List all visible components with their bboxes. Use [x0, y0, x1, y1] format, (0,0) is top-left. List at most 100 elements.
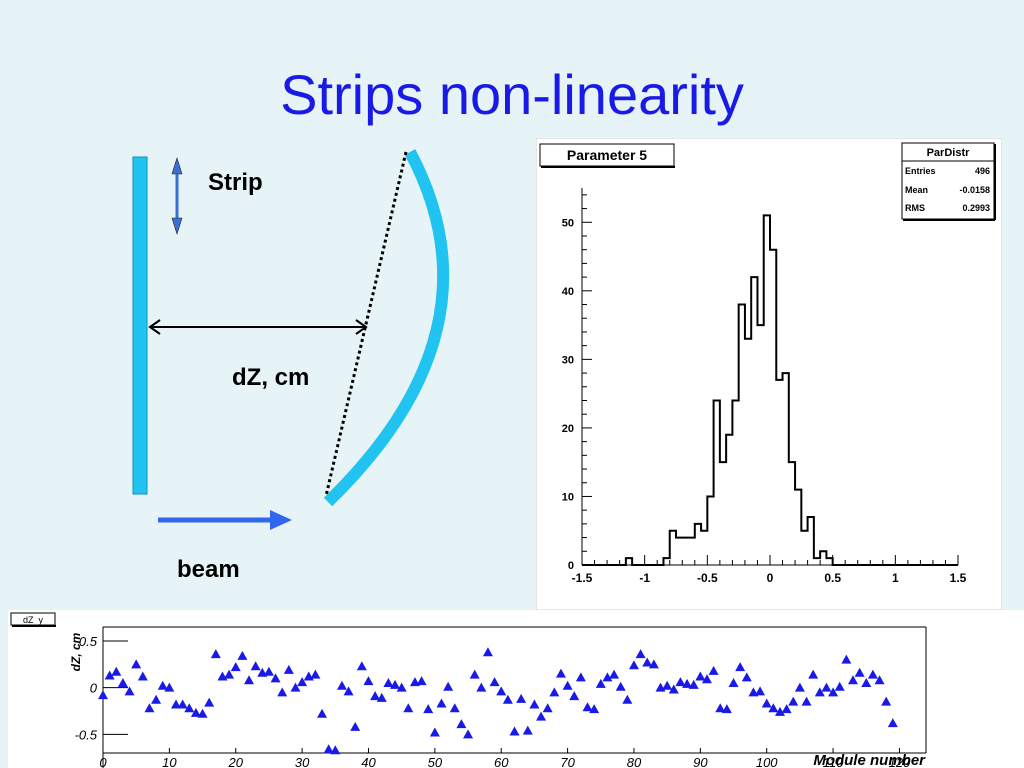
histogram-xtick-label: 0.5 [824, 571, 841, 585]
scatter-xtick-label: 90 [693, 755, 708, 768]
histogram-x-axis: -1.5 -1 -0.5 0 0.5 1 1.5 [572, 555, 967, 585]
scatter-xtick-label: 100 [756, 755, 778, 768]
histogram-chart: Parameter 5 ParDistr Entries 496 Mean -0… [536, 138, 1002, 610]
scatter-point [502, 694, 513, 704]
scatter-point [443, 681, 454, 691]
histogram-xtick-label: 1.5 [950, 571, 967, 585]
stats-name: ParDistr [927, 147, 971, 159]
scatter-point [708, 665, 719, 675]
scatter-point [283, 664, 294, 674]
scatter-point [867, 669, 878, 679]
scatter-point [330, 745, 341, 755]
geometry-diagram [132, 149, 450, 530]
scatter-point [482, 647, 493, 657]
scatter-point [794, 682, 805, 692]
stats-box: ParDistr Entries 496 Mean -0.0158 RMS 0.… [901, 142, 996, 221]
scatter-point [184, 703, 195, 713]
scatter-point [741, 672, 752, 682]
scatter-point [171, 699, 182, 709]
scatter-point [529, 699, 540, 709]
scatter-point [688, 679, 699, 689]
scatter-point [874, 675, 885, 685]
scatter-point [151, 694, 162, 704]
scatter-point [841, 654, 852, 664]
scatter-point [589, 704, 600, 714]
scatter-point [117, 678, 128, 687]
curved-detector [323, 149, 450, 507]
scatter-point [788, 696, 799, 706]
scatter-point [887, 718, 898, 728]
scatter-point [695, 671, 706, 681]
histogram-xtick-label: -1.5 [572, 571, 593, 585]
scatter-point [768, 703, 779, 713]
scatter-point [801, 696, 812, 706]
scatter-point [562, 680, 573, 690]
scatter-xtick-label: 80 [627, 755, 642, 768]
scatter-xtick-label: 10 [162, 755, 177, 768]
scatter-y-axis: 0.5 0 -0.5 [75, 634, 128, 742]
scatter-point [98, 690, 108, 700]
stats-label-entries: Entries [905, 166, 936, 176]
scatter-point [250, 661, 261, 671]
scatter-point [847, 675, 858, 685]
scatter-point [277, 687, 288, 697]
scatter-point [383, 678, 394, 687]
scatter-point [682, 678, 693, 688]
histogram-y-axis: 0 10 20 30 40 50 [562, 194, 592, 572]
scatter-point [522, 725, 533, 735]
scatter-point [476, 682, 487, 692]
beam-label: beam [177, 556, 240, 583]
scatter-point [834, 681, 845, 691]
scatter-point [628, 660, 639, 670]
scatter-point [137, 671, 148, 681]
scatter-point [728, 678, 739, 687]
scatter-point [615, 681, 626, 691]
scatter-point [356, 661, 367, 671]
scatter-ylabel: dZ, cm [69, 632, 83, 671]
scatter-chart: dZ_y dZ, cm 0.50-0.5 0 10 20 30 40 50 60 70 80 90… [8, 610, 1024, 768]
scatter-point [602, 672, 613, 682]
scatter-ytick-label: 0.5 [79, 634, 98, 649]
scatter-point [270, 673, 281, 683]
dz-arrow [148, 319, 368, 335]
histogram-ytick-label: 30 [562, 354, 574, 366]
scatter-point [761, 698, 772, 708]
scatter-point [635, 649, 646, 659]
scatter-point [263, 666, 274, 676]
slide-title: Strips non-linearity [280, 63, 744, 126]
scatter-point [582, 702, 593, 712]
scatter-point [814, 687, 825, 697]
histogram-xtick-label: -1 [639, 571, 650, 585]
scatter-point [157, 680, 168, 690]
chord-dotted-line [324, 151, 408, 497]
scatter-point [131, 659, 142, 669]
scatter-point [390, 679, 401, 689]
scatter-point [821, 682, 832, 692]
scatter-point [363, 676, 374, 686]
stats-value-entries: 496 [975, 166, 990, 176]
scatter-xtick-label: 0 [99, 755, 107, 768]
histogram-ytick-label: 50 [562, 217, 574, 229]
scatter-point [854, 667, 865, 677]
scatter-point [721, 704, 732, 714]
scatter-point [861, 678, 872, 687]
scatter-point [190, 707, 201, 717]
scatter-point [323, 744, 334, 754]
scatter-point [675, 677, 686, 687]
scatter-point [370, 691, 381, 701]
stats-value-mean: -0.0158 [959, 185, 990, 195]
scatter-point [701, 674, 712, 684]
scatter-point [144, 703, 155, 713]
scatter-point [489, 677, 500, 687]
scatter-point [230, 662, 241, 672]
scatter-point [237, 650, 248, 660]
histogram-ytick-label: 10 [562, 491, 574, 503]
scatter-title: dZ_y [23, 615, 44, 625]
scatter-point [735, 662, 746, 672]
scatter-point [290, 682, 301, 692]
scatter-point [569, 691, 580, 701]
scatter-xlabel: Module number [813, 752, 926, 768]
scatter-point [542, 703, 553, 713]
histogram-ytick-label: 0 [568, 560, 574, 572]
histogram-title-box: Parameter 5 [539, 143, 675, 168]
